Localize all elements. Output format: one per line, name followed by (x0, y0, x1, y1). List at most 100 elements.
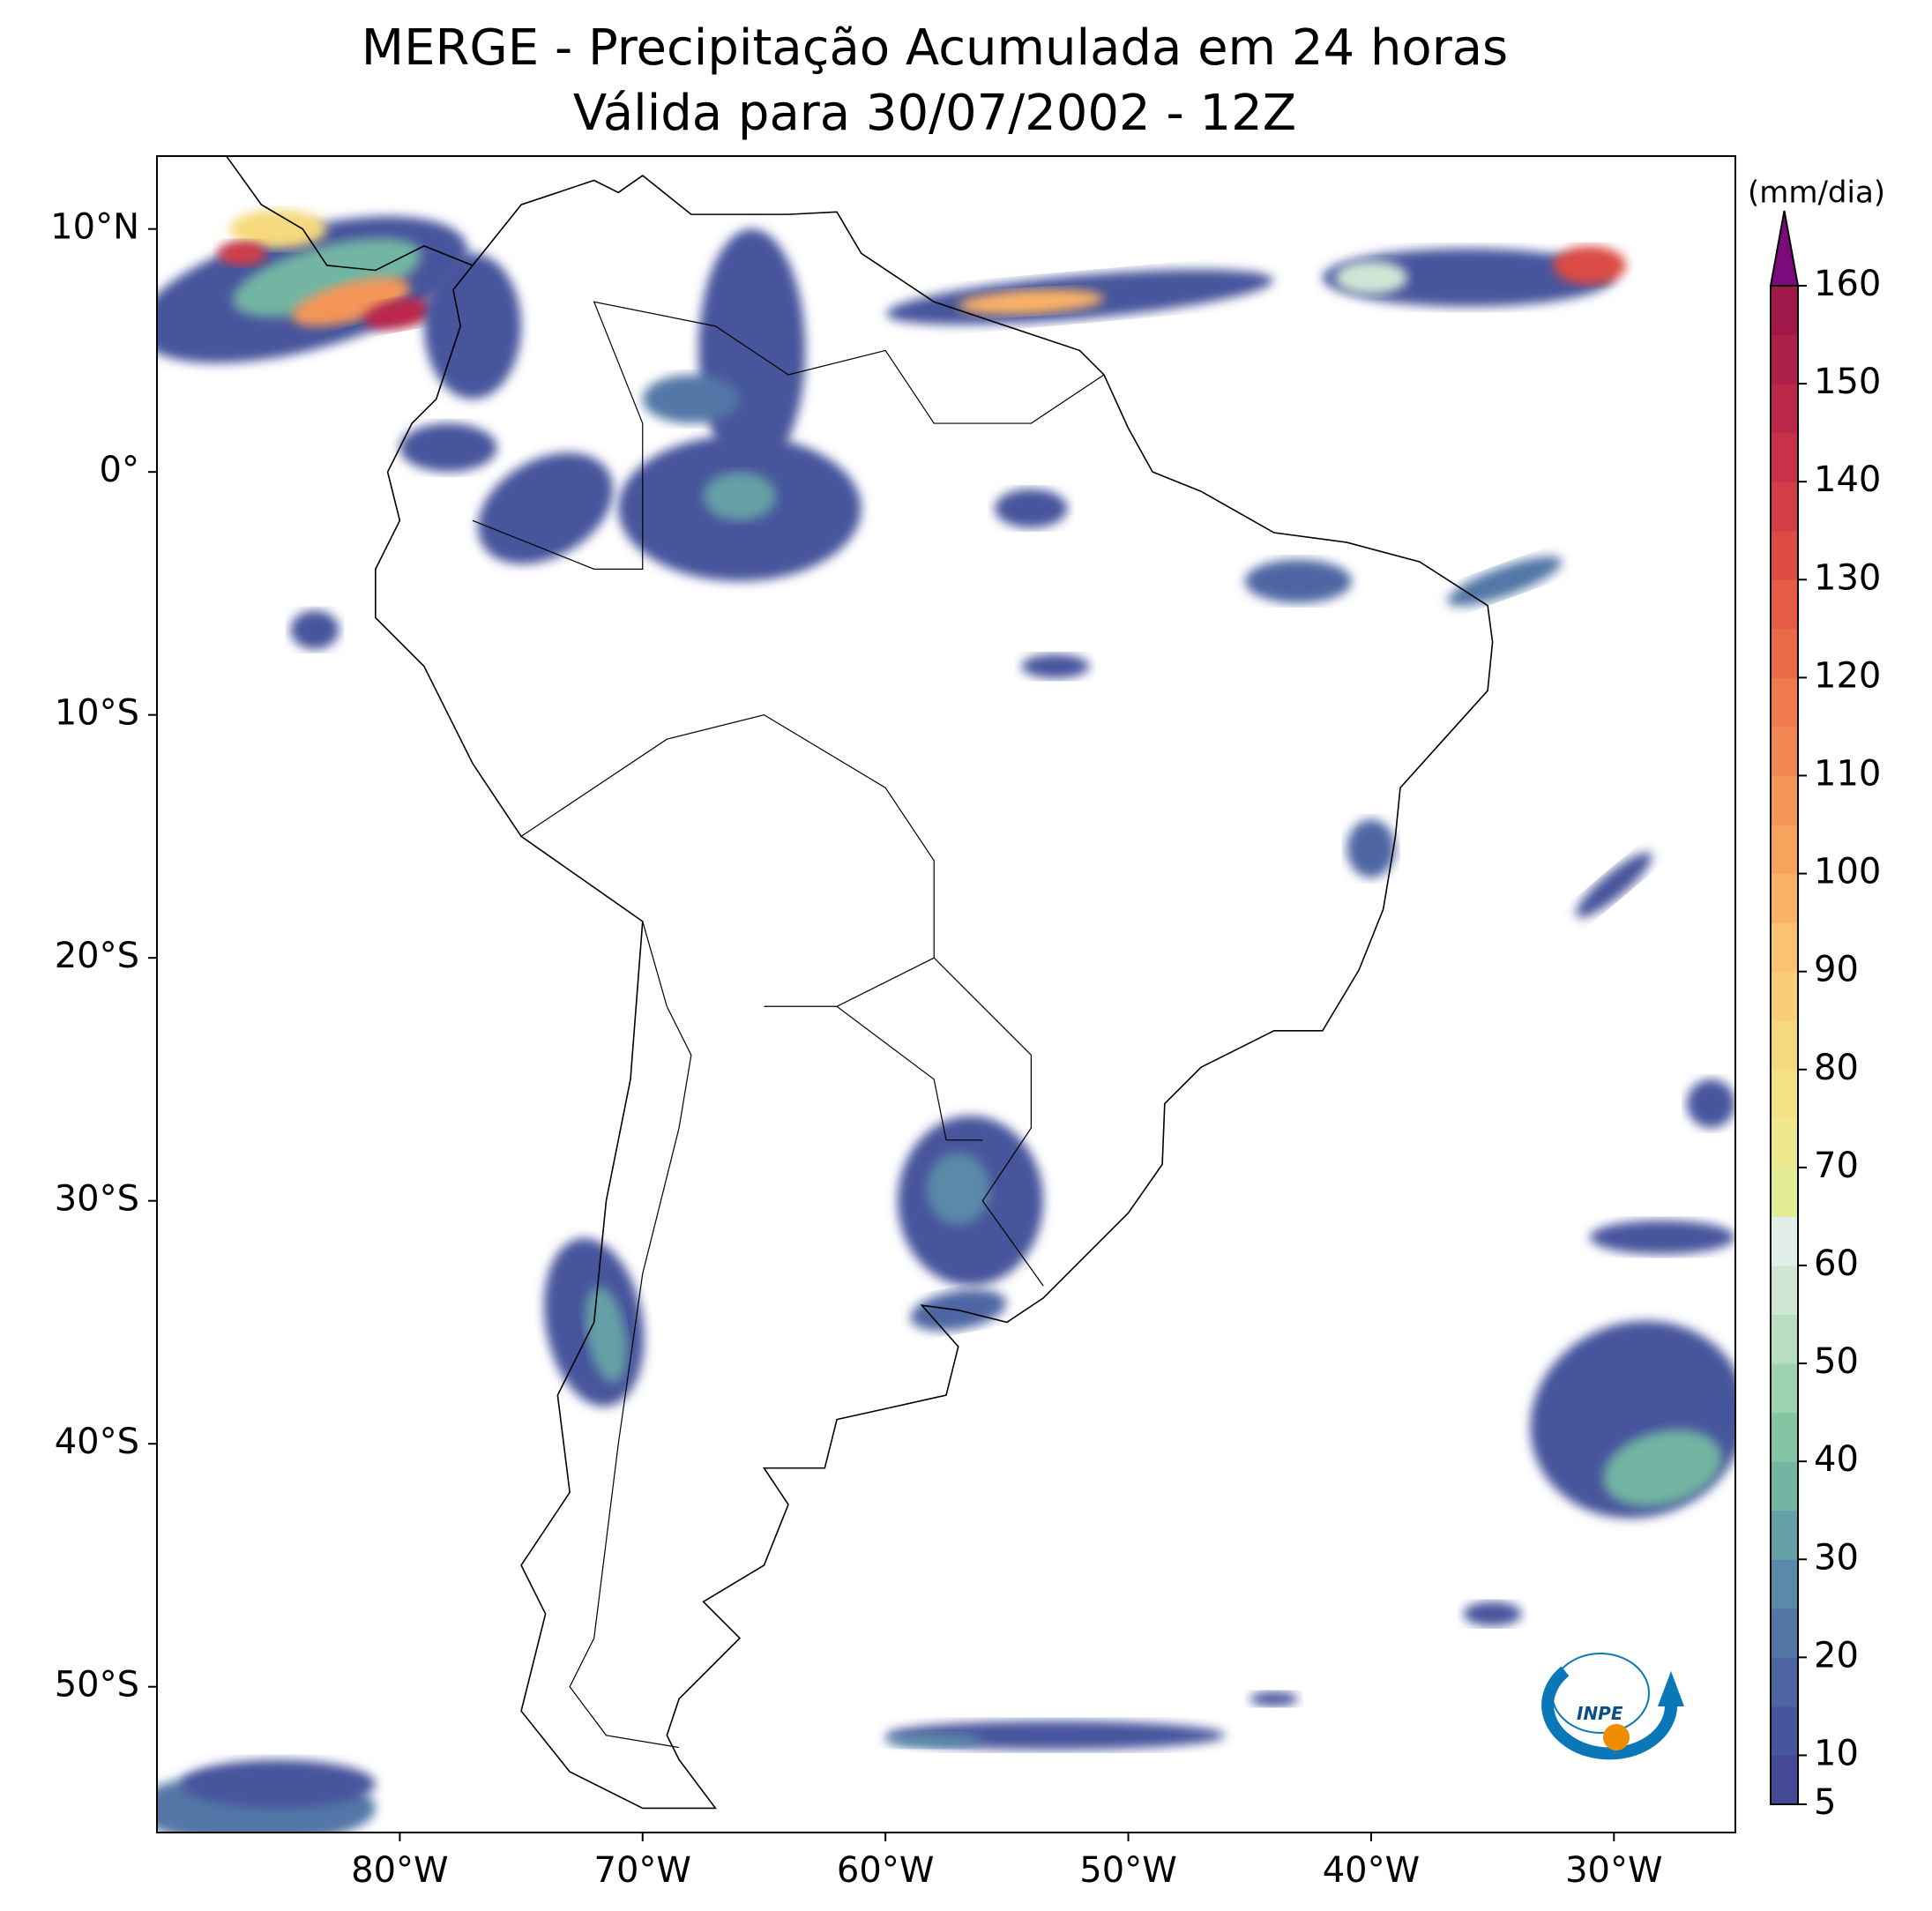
colorbar-tick-label: 140 (1814, 459, 1881, 500)
logo-arrow (1658, 1671, 1684, 1706)
y-tick-label: 0° (100, 450, 139, 490)
precip-patch (363, 298, 436, 330)
colorbar-tick-label: 130 (1814, 557, 1881, 598)
logo-ring (1551, 1653, 1650, 1734)
precip-patch (1530, 1320, 1735, 1519)
precip-patch (926, 1152, 990, 1226)
colorbar-band (1771, 579, 1798, 630)
x-tick-label: 80°W (351, 1850, 448, 1891)
colorbar-tick-label: 120 (1814, 655, 1881, 696)
colorbar-band (1771, 1755, 1798, 1805)
border (569, 921, 692, 1749)
colorbar-band (1771, 1657, 1798, 1707)
colorbar-tick-label: 160 (1814, 264, 1881, 304)
precip-patch (1244, 559, 1352, 603)
colorbar-band (1771, 530, 1798, 580)
colorbar-band (1771, 1461, 1798, 1512)
precip-patch (423, 253, 522, 399)
y-tick-label: 20°S (55, 936, 139, 976)
precip-patch (885, 1733, 983, 1748)
colorbar-tick-label: 90 (1814, 950, 1859, 990)
colorbar-extend (1769, 210, 1800, 287)
precip-patch (229, 209, 327, 249)
colorbar-band (1771, 971, 1798, 1021)
logo-arc (1541, 1666, 1678, 1760)
precip-patch (1346, 819, 1396, 878)
colorbar-band (1771, 1314, 1798, 1364)
precip-patch (1447, 556, 1563, 607)
colorbar-tick-label: 80 (1814, 1048, 1859, 1088)
colorbar-band (1771, 1412, 1798, 1462)
colorbar-band (1771, 432, 1798, 482)
logo-text: INPE (1577, 1703, 1623, 1724)
coastline (375, 175, 1494, 1810)
precip-patch (399, 423, 497, 473)
colorbar-tick-label: 60 (1814, 1243, 1859, 1284)
colorbar-tick-label: 50 (1814, 1341, 1859, 1382)
precip-patch (1334, 260, 1408, 295)
map-frame (156, 155, 1736, 1833)
x-tick-label: 50°W (1079, 1850, 1176, 1891)
border (472, 301, 1105, 570)
colorbar-band (1771, 873, 1798, 923)
x-tick-label: 70°W (594, 1850, 691, 1891)
logo: INPE (1541, 1653, 1684, 1760)
colorbar-band (1771, 726, 1798, 776)
precip-patch (1589, 1220, 1735, 1255)
precip-patch (1021, 653, 1090, 679)
colorbar-band (1771, 1559, 1798, 1609)
colorbar-band (1771, 825, 1798, 875)
precip-patch (181, 1759, 376, 1809)
map-area (157, 156, 1735, 1833)
x-tick-label: 40°W (1323, 1850, 1420, 1891)
map-subtitle: Válida para 30/07/2002 - 12Z (573, 85, 1296, 142)
precip-patch (1603, 1430, 1722, 1507)
colorbar-band (1771, 1118, 1798, 1168)
precip-patch (1686, 1079, 1735, 1129)
colorbar-tick-label: 5 (1814, 1782, 1836, 1823)
precip-patch (217, 241, 266, 265)
precip-patch (958, 288, 1104, 315)
precip-patch (290, 610, 339, 650)
precip-patch (232, 237, 421, 317)
colorbar-tick-label: 110 (1814, 753, 1881, 794)
y-tick-label: 40°S (55, 1422, 139, 1462)
precip-patch (1463, 1601, 1522, 1626)
colorbar-band (1771, 922, 1798, 973)
colorbar-band (1771, 1265, 1798, 1316)
colorbar-band (1771, 1216, 1798, 1266)
colorbar-band (1771, 286, 1798, 336)
x-tick-label: 30°W (1565, 1850, 1662, 1891)
colorbar-label: (mm/dia) (1748, 175, 1885, 211)
precip-patch (292, 277, 411, 327)
colorbar-band (1771, 1020, 1798, 1071)
colorbar-band (1771, 1706, 1798, 1756)
precip-patch (995, 489, 1068, 528)
colorbar-frame (1770, 286, 1799, 1805)
colorbar-tick-label: 100 (1814, 852, 1881, 892)
colorbar-band (1771, 775, 1798, 825)
border (836, 1005, 983, 1141)
colorbar-tick-label: 20 (1814, 1635, 1859, 1676)
precip-patch (642, 374, 740, 424)
map-title: MERGE - Precipitação Acumulada em 24 hor… (362, 19, 1508, 77)
logo-dot (1603, 1724, 1630, 1751)
colorbar-band (1771, 677, 1798, 728)
precip-patch (1322, 248, 1615, 307)
colorbar-band (1771, 628, 1798, 678)
y-tick-label: 10°S (55, 693, 139, 734)
colorbar-tick-label: 30 (1814, 1537, 1859, 1578)
colorbar-tick-label: 40 (1814, 1439, 1859, 1480)
colorbar-band (1771, 1510, 1798, 1560)
colorbar-band (1771, 1069, 1798, 1119)
colorbar-band (1771, 481, 1798, 532)
colorbar-tick-label: 10 (1814, 1733, 1859, 1773)
precip-patch (1553, 245, 1627, 286)
colorbar-tick-label: 70 (1814, 1146, 1859, 1186)
y-tick-label: 30°S (55, 1179, 139, 1220)
precip-patch (1576, 852, 1652, 918)
precip-patch (703, 472, 777, 521)
colorbar-band (1771, 1608, 1798, 1658)
